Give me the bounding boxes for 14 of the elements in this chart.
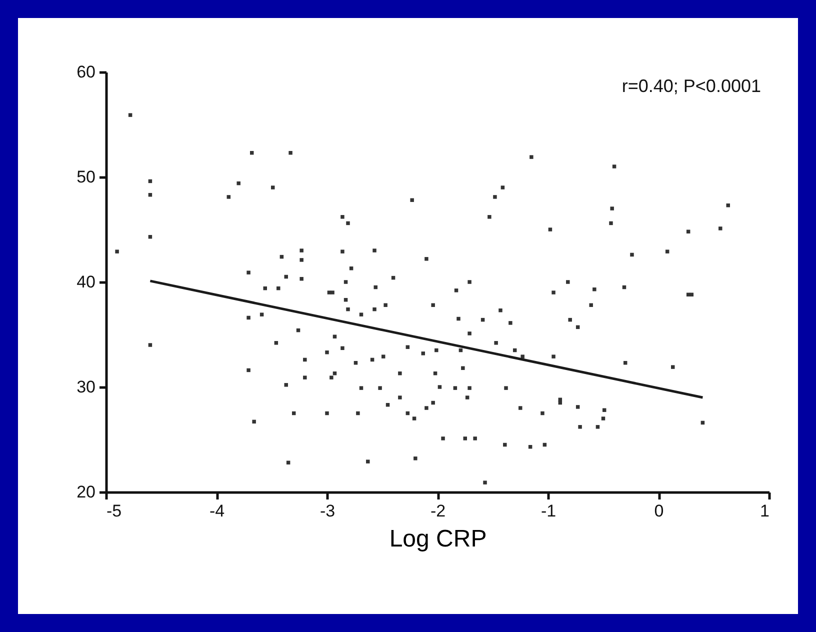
x-tick-label: -2	[430, 502, 446, 520]
x-tick-label: -4	[209, 502, 225, 520]
y-tick-label: 60	[76, 62, 96, 82]
y-tick-label: 50	[76, 168, 96, 186]
x-tick-label: -3	[320, 502, 336, 520]
x-axis-title: Log CRP	[389, 526, 487, 552]
y-tick-label: 20	[76, 482, 96, 502]
y-tick-label: 30	[76, 378, 96, 396]
annotation: r=0.40; P<0.0001	[622, 76, 761, 96]
x-tick-label: -5	[106, 502, 122, 520]
x-tick-label: -1	[540, 502, 556, 520]
x-tick-label: 0	[654, 502, 664, 520]
x-tick-label: 1	[760, 502, 770, 520]
y-tick-label: 40	[76, 272, 96, 292]
